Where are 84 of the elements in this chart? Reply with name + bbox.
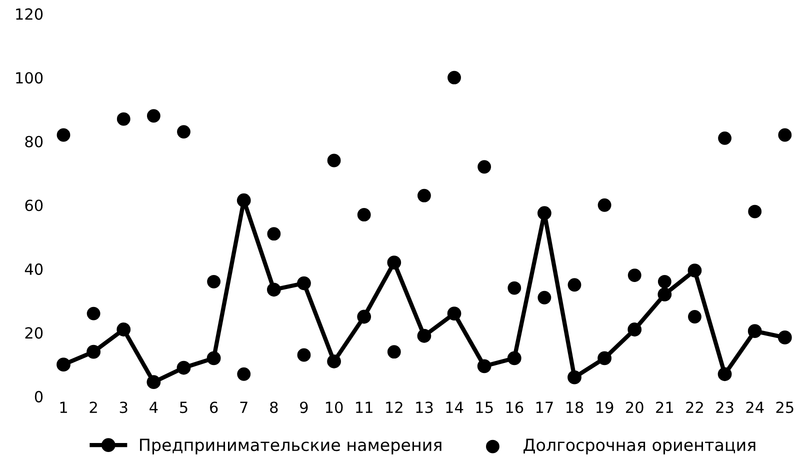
point [267, 227, 281, 241]
point [417, 188, 431, 202]
x-tick-label: 4 [150, 402, 158, 413]
point [206, 351, 221, 366]
point [417, 328, 432, 343]
point [86, 306, 100, 320]
point [266, 282, 281, 297]
point [387, 345, 401, 359]
x-tick-label: 18 [566, 402, 584, 414]
point [778, 128, 792, 142]
x-tick-label: 19 [596, 402, 614, 414]
x-tick-label: 6 [210, 402, 218, 414]
point [477, 359, 492, 374]
point [718, 367, 732, 382]
point [598, 351, 612, 366]
y-tick-label: 20 [25, 327, 43, 339]
x-tick-label: 14 [446, 402, 464, 413]
point [598, 198, 612, 212]
point [116, 112, 130, 126]
legend-label: Предпринимательские намерения [140, 438, 442, 454]
point [327, 354, 341, 368]
point [327, 154, 341, 168]
x-tick-label: 20 [626, 402, 644, 414]
point [177, 125, 190, 139]
point [688, 310, 702, 324]
x-tick-label: 24 [746, 402, 764, 413]
x-tick-label: 16 [506, 402, 524, 414]
x-tick-label: 1 [60, 402, 67, 413]
point [568, 278, 582, 292]
x-tick-label: 25 [776, 402, 794, 414]
x-tick-label: 10 [326, 402, 343, 414]
x-tick-label: 9 [300, 402, 308, 414]
y-tick-label: 0 [34, 390, 43, 402]
legend-label: Долгосрочная ориентация [524, 438, 756, 454]
point [357, 208, 371, 222]
point [387, 256, 402, 270]
point [748, 204, 762, 218]
point [297, 348, 311, 362]
point [748, 324, 762, 338]
point [86, 344, 101, 359]
x-tick-label: 13 [416, 402, 433, 414]
x-tick-label: 17 [536, 402, 553, 413]
x-tick-label: 22 [686, 402, 703, 413]
y-tick-label: 60 [25, 200, 43, 212]
point [688, 264, 702, 278]
point [537, 206, 552, 220]
point [146, 109, 160, 123]
y-tick-label: 100 [16, 72, 43, 84]
x-tick-label: 5 [180, 402, 188, 414]
point [538, 290, 552, 304]
point [146, 375, 161, 390]
point [507, 351, 522, 366]
point [207, 274, 221, 288]
point [658, 274, 672, 288]
point [508, 281, 522, 295]
point [56, 128, 70, 142]
point [718, 131, 732, 145]
x-tick-label: 8 [270, 402, 278, 414]
point [236, 193, 251, 208]
point [478, 160, 492, 174]
x-tick-label: 15 [476, 402, 493, 414]
x-tick-label: 23 [716, 402, 734, 414]
point [176, 360, 191, 375]
point [448, 70, 461, 84]
point [357, 310, 372, 324]
x-tick-label: 11 [356, 402, 372, 413]
x-tick-label: 21 [656, 402, 673, 413]
x-tick-label: 12 [386, 402, 402, 413]
point [628, 268, 642, 282]
point [778, 330, 792, 344]
x-tick-label: 7 [240, 402, 248, 413]
y-tick-label: 120 [16, 8, 43, 20]
point [237, 367, 251, 381]
y-tick-label: 80 [25, 136, 43, 148]
point [297, 276, 311, 290]
point [116, 322, 131, 336]
x-tick-label: 3 [120, 402, 128, 414]
x-tick-label: 2 [90, 402, 97, 413]
point [658, 287, 672, 302]
point [568, 370, 582, 384]
point [447, 306, 462, 320]
point [56, 358, 70, 372]
point [628, 322, 642, 336]
y-tick-label: 40 [24, 263, 43, 275]
